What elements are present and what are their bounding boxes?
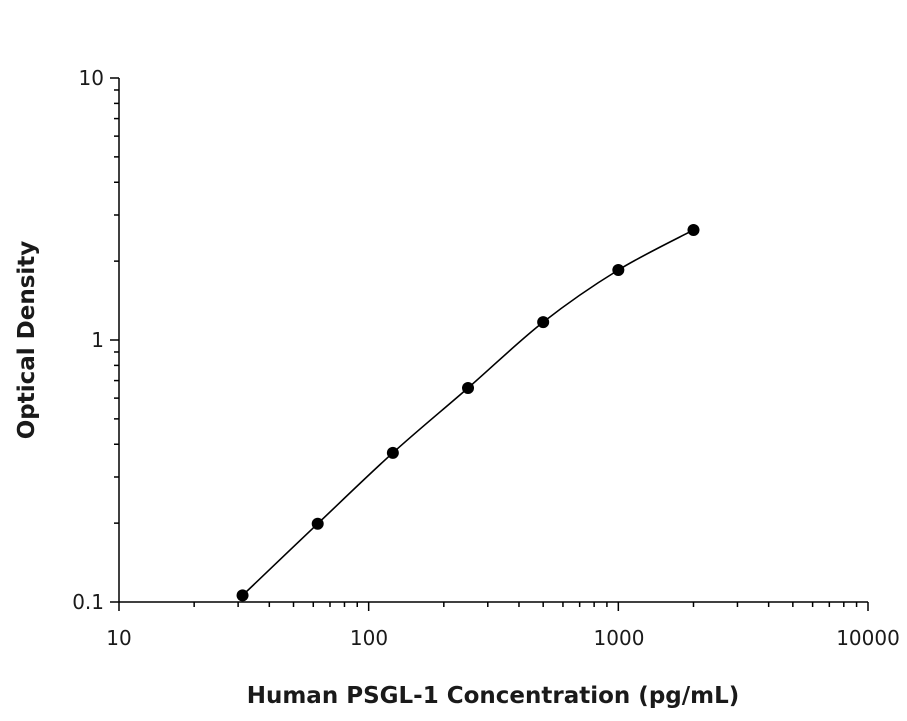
data-point [236,589,249,602]
y-tick-label: 0.1 [72,590,104,614]
fit-curve [241,229,694,596]
x-tick-label: 100 [350,626,388,650]
data-point [687,223,700,236]
x-tick-label: 10 [106,626,131,650]
y-tick-label: 10 [79,66,104,90]
data-points [236,223,700,602]
x-axis-label: Human PSGL-1 Concentration (pg/mL) [247,683,740,709]
y-tick-label: 1 [91,328,104,352]
axes [110,77,869,611]
data-point [612,264,625,277]
y-axis-label: Optical Density [14,241,40,440]
x-tick-label: 1000 [594,626,645,650]
data-point [537,316,550,329]
data-point [462,381,475,394]
x-tick-label: 10000 [836,626,900,650]
data-point [386,446,399,459]
data-point [311,517,324,530]
